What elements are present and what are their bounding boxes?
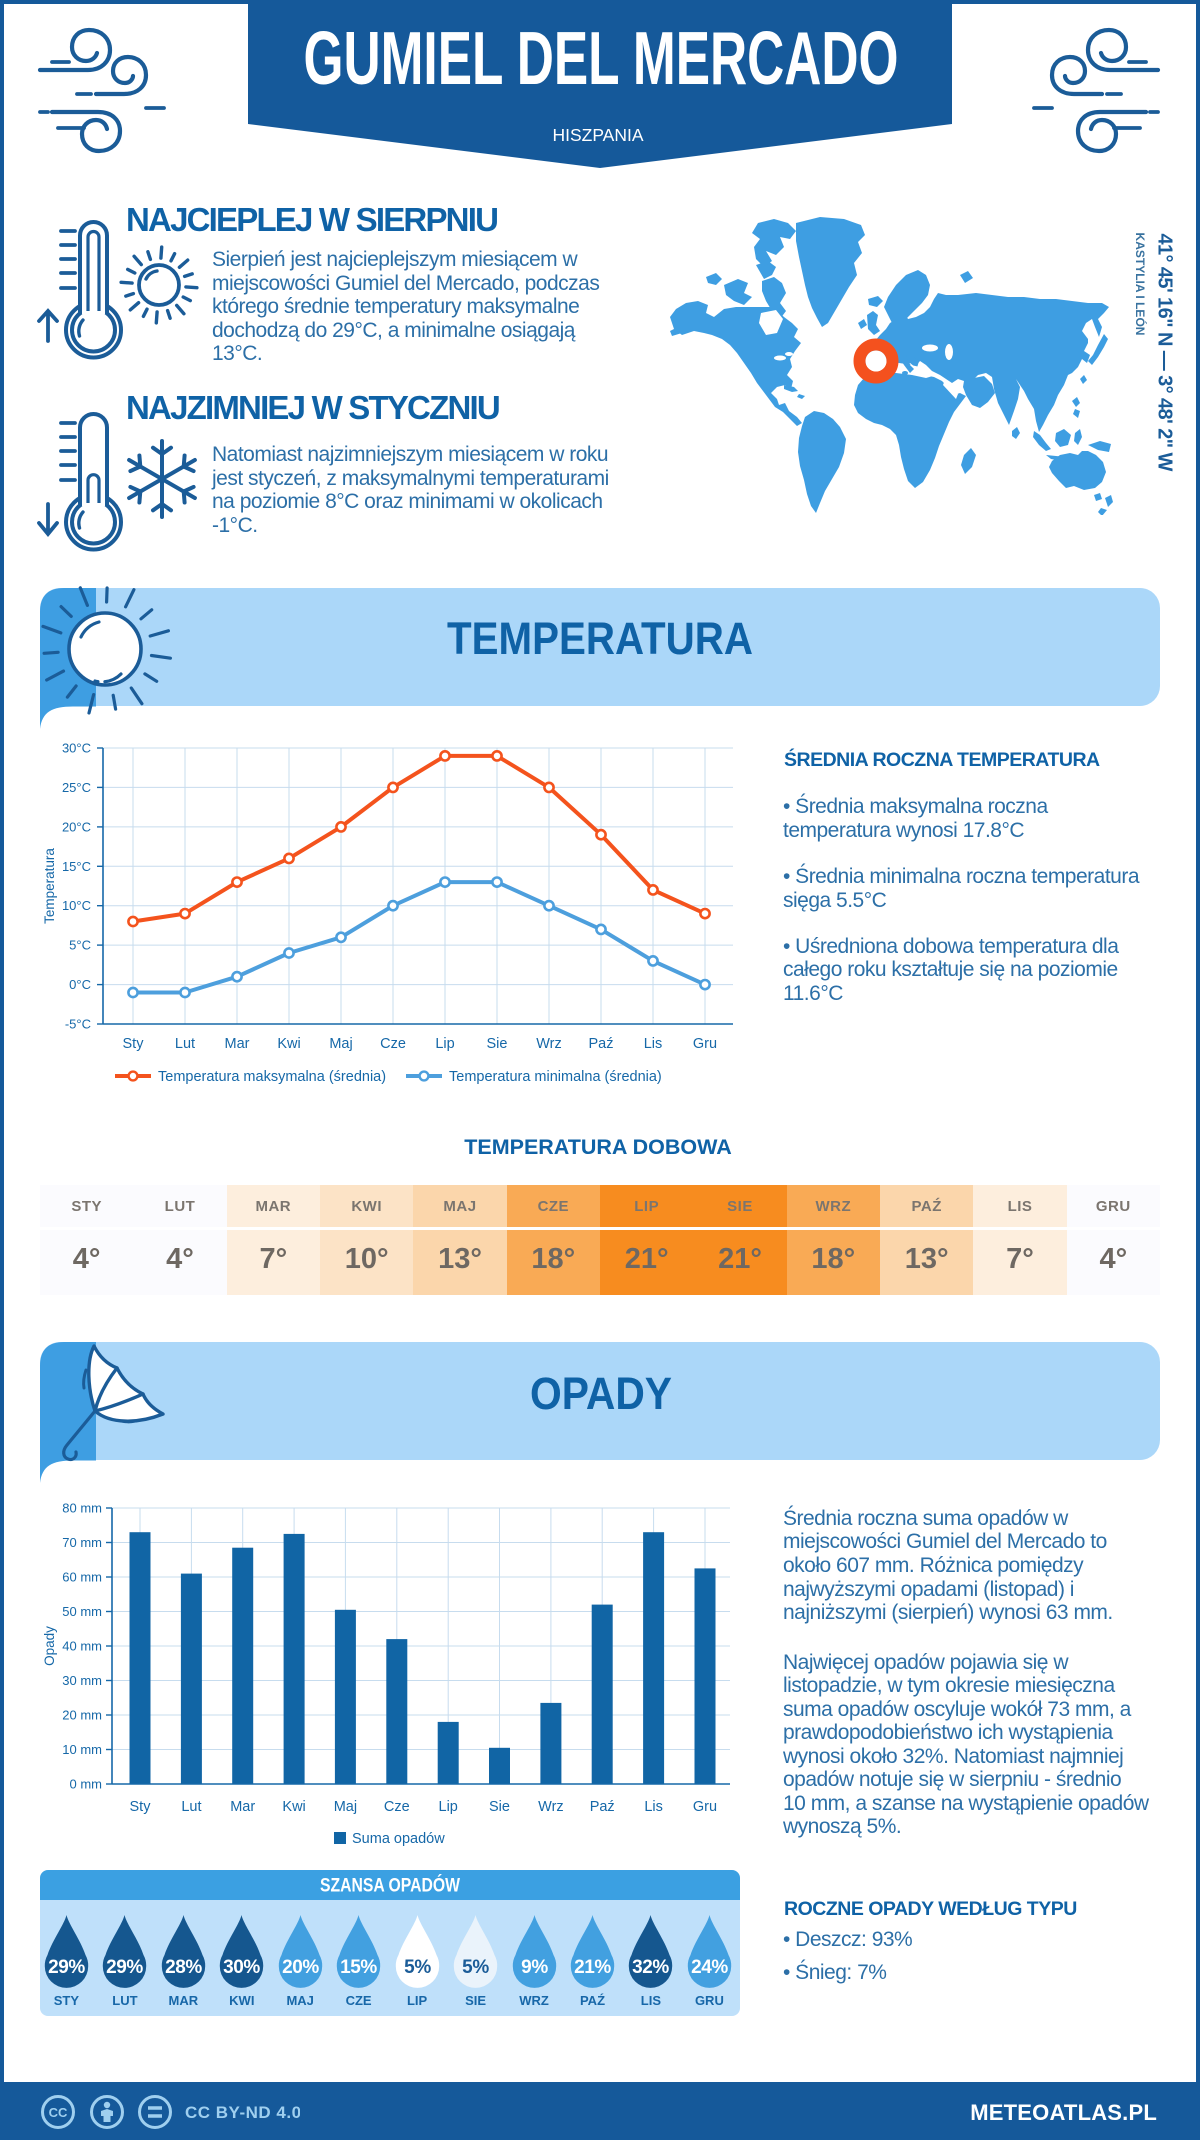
svg-text:Mar: Mar <box>230 1799 255 1815</box>
svg-text:Wrz: Wrz <box>538 1799 564 1815</box>
svg-text:Sty: Sty <box>130 1799 152 1815</box>
svg-text:TEMPERATURA: TEMPERATURA <box>447 613 753 664</box>
svg-text:Sty: Sty <box>123 1036 145 1052</box>
svg-text:29%: 29% <box>48 1957 85 1978</box>
svg-text:Mar: Mar <box>225 1036 250 1052</box>
svg-text:21%: 21% <box>574 1957 611 1978</box>
svg-text:Maj: Maj <box>334 1799 357 1815</box>
svg-text:15°C: 15°C <box>62 859 91 874</box>
svg-text:HISZPANIA: HISZPANIA <box>553 125 644 145</box>
svg-text:28%: 28% <box>165 1957 202 1978</box>
svg-text:5%: 5% <box>404 1957 431 1978</box>
svg-text:Wrz: Wrz <box>536 1036 562 1052</box>
svg-text:50 mm: 50 mm <box>62 1604 102 1619</box>
svg-text:Maj: Maj <box>329 1036 352 1052</box>
svg-text:20 mm: 20 mm <box>62 1708 102 1723</box>
svg-text:80 mm: 80 mm <box>62 1501 102 1516</box>
svg-text:15%: 15% <box>340 1957 377 1978</box>
svg-text:10 mm: 10 mm <box>62 1742 102 1757</box>
svg-text:Opady: Opady <box>42 1626 57 1666</box>
svg-text:Sie: Sie <box>487 1036 508 1052</box>
svg-text:20°C: 20°C <box>62 819 91 834</box>
svg-text:Paź: Paź <box>589 1036 614 1052</box>
svg-text:CC: CC <box>49 2105 68 2120</box>
svg-text:70 mm: 70 mm <box>62 1535 102 1550</box>
svg-text:CC BY-ND 4.0: CC BY-ND 4.0 <box>185 2103 300 2122</box>
svg-text:Cze: Cze <box>380 1036 406 1052</box>
svg-text:5%: 5% <box>462 1957 489 1978</box>
svg-text:Cze: Cze <box>384 1799 410 1815</box>
svg-text:Lut: Lut <box>181 1799 201 1815</box>
svg-text:OPADY: OPADY <box>530 1368 672 1419</box>
svg-text:30%: 30% <box>223 1957 260 1978</box>
svg-text:Temperatura minimalna (średnia: Temperatura minimalna (średnia) <box>449 1069 662 1085</box>
svg-text:Kwi: Kwi <box>282 1799 305 1815</box>
svg-text:SZANSA OPADÓW: SZANSA OPADÓW <box>320 1875 460 1897</box>
svg-text:40 mm: 40 mm <box>62 1639 102 1654</box>
svg-text:5°C: 5°C <box>69 938 91 953</box>
svg-text:0 mm: 0 mm <box>70 1777 103 1792</box>
svg-text:9%: 9% <box>521 1957 548 1978</box>
svg-text:Sie: Sie <box>489 1799 510 1815</box>
svg-text:GUMIEL DEL MERCADO: GUMIEL DEL MERCADO <box>304 16 899 100</box>
svg-text:Lis: Lis <box>644 1036 663 1052</box>
svg-text:25°C: 25°C <box>62 780 91 795</box>
svg-text:30 mm: 30 mm <box>62 1673 102 1688</box>
svg-text:32%: 32% <box>632 1957 669 1978</box>
svg-text:Lip: Lip <box>439 1799 458 1815</box>
svg-text:20%: 20% <box>282 1957 319 1978</box>
svg-text:Gru: Gru <box>693 1799 717 1815</box>
svg-text:Kwi: Kwi <box>277 1036 300 1052</box>
svg-text:Lis: Lis <box>644 1799 663 1815</box>
svg-text:Temperatura: Temperatura <box>42 848 57 924</box>
svg-text:Paź: Paź <box>590 1799 615 1815</box>
svg-text:60 mm: 60 mm <box>62 1570 102 1585</box>
svg-text:-5°C: -5°C <box>65 1017 91 1032</box>
svg-text:Lip: Lip <box>435 1036 454 1052</box>
svg-text:Temperatura maksymalna (średni: Temperatura maksymalna (średnia) <box>158 1069 386 1085</box>
svg-text:24%: 24% <box>691 1957 728 1978</box>
svg-text:30°C: 30°C <box>62 741 91 756</box>
svg-text:Gru: Gru <box>693 1036 717 1052</box>
svg-text:0°C: 0°C <box>69 977 91 992</box>
svg-text:Suma opadów: Suma opadów <box>352 1831 445 1847</box>
svg-text:10°C: 10°C <box>62 898 91 913</box>
svg-text:Lut: Lut <box>175 1036 195 1052</box>
svg-text:29%: 29% <box>106 1957 143 1978</box>
